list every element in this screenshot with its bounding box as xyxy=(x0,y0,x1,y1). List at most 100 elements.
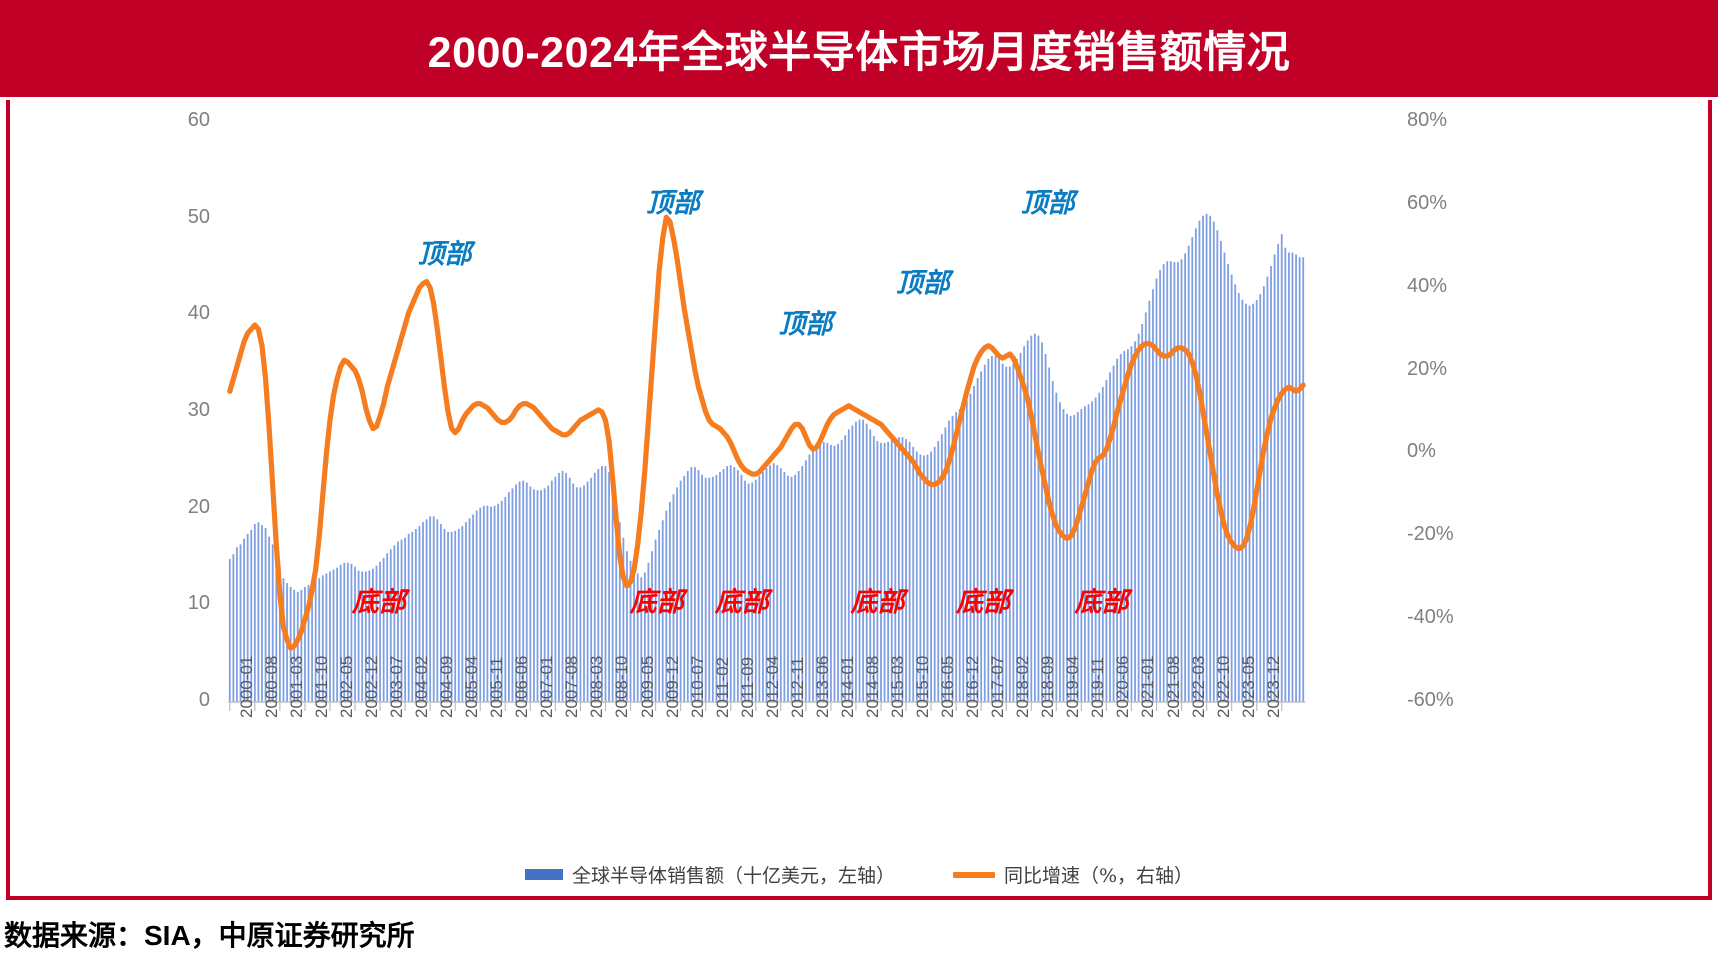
bar xyxy=(887,441,890,702)
bar xyxy=(1259,294,1262,702)
bar xyxy=(1123,351,1126,702)
bar xyxy=(536,490,539,702)
x-axis-tick-label: 2014-01 xyxy=(837,655,857,718)
legend-line-swatch-icon xyxy=(952,871,995,878)
bar xyxy=(1044,354,1047,702)
bar xyxy=(694,467,696,702)
bar xyxy=(443,528,446,702)
bar xyxy=(1155,278,1158,702)
bar xyxy=(361,571,364,702)
bar xyxy=(389,549,392,702)
bar xyxy=(1177,262,1179,702)
legend-label: 同比增速（%，右轴） xyxy=(1003,865,1194,887)
bar xyxy=(1087,404,1090,702)
annotation-bottom-5: 底部 xyxy=(351,587,406,619)
bar xyxy=(228,558,231,702)
bar xyxy=(590,477,593,702)
bar xyxy=(1248,305,1251,702)
bar xyxy=(239,544,242,702)
bar xyxy=(300,589,303,702)
bar xyxy=(329,571,331,702)
bar xyxy=(461,526,464,702)
bar xyxy=(955,412,958,702)
y-axis-right-tick: -20% xyxy=(1407,523,1454,546)
bar xyxy=(1162,264,1165,702)
growth-line xyxy=(227,214,1306,651)
bar xyxy=(622,537,625,702)
bar xyxy=(733,467,736,702)
bar xyxy=(540,490,542,702)
bar xyxy=(665,510,668,702)
bar xyxy=(897,437,900,702)
bar xyxy=(944,427,947,702)
bar xyxy=(318,578,321,702)
bar xyxy=(1130,346,1133,702)
bar xyxy=(983,364,986,702)
bar xyxy=(1245,303,1247,702)
bar xyxy=(643,572,646,702)
bar xyxy=(1273,254,1276,702)
bar xyxy=(468,518,471,702)
bar xyxy=(565,472,568,702)
y-axis-left-tick: 30 xyxy=(187,399,210,421)
x-axis-tick-label: 2012-11 xyxy=(787,656,807,718)
bar xyxy=(278,566,281,702)
chart-frame: 0 10 20 30 40 50 60 -60% -40% -20% 0% 20% 40% 60% 80% 2… xyxy=(6,100,1712,900)
bar xyxy=(490,506,492,702)
bar xyxy=(640,577,643,702)
bar xyxy=(250,529,253,702)
y-axis-right-tick: -60% xyxy=(1407,689,1454,711)
bar xyxy=(1055,392,1058,702)
bar xyxy=(787,475,789,702)
x-axis-tick-label: 2007-01 xyxy=(537,655,557,718)
x-axis-tick-label: 2022-03 xyxy=(1188,655,1208,718)
x-axis-tick-label: 2002-05 xyxy=(336,655,356,718)
bar xyxy=(314,580,317,702)
bar xyxy=(862,419,865,702)
bar xyxy=(336,567,339,702)
bar xyxy=(454,530,457,702)
bar xyxy=(479,507,482,702)
bar xyxy=(679,480,682,702)
bar xyxy=(243,538,245,702)
bar xyxy=(1262,286,1265,702)
bar xyxy=(500,500,503,702)
bar xyxy=(561,470,564,702)
bar xyxy=(690,467,693,702)
bar xyxy=(722,469,725,702)
bar xyxy=(933,446,936,702)
bar xyxy=(626,551,628,702)
y-axis-right-tick: 60% xyxy=(1407,191,1448,214)
y-axis-left-tick: 20 xyxy=(187,495,210,518)
bar xyxy=(636,573,639,702)
bar xyxy=(465,522,467,702)
bar xyxy=(579,487,582,702)
bar xyxy=(844,435,847,702)
bar xyxy=(311,582,313,702)
bar xyxy=(604,466,607,702)
bar xyxy=(533,489,535,702)
bar xyxy=(711,476,714,702)
bar xyxy=(740,474,743,702)
y-axis-right-tick: 0% xyxy=(1407,440,1436,463)
annotation-top-1: 顶部 xyxy=(645,188,700,220)
annotation-top-3: 顶部 xyxy=(895,268,950,300)
bar xyxy=(1048,367,1051,702)
bar xyxy=(719,471,721,702)
bar xyxy=(497,503,500,702)
bar xyxy=(726,466,729,702)
annotation-top-0: 顶部 xyxy=(417,238,472,270)
bar xyxy=(869,429,872,702)
legend-item-0[interactable]: 全球半导体销售额（十亿美元，左轴） xyxy=(524,861,895,888)
bar xyxy=(618,522,621,702)
bar xyxy=(1084,406,1086,702)
annotation-bottom-9: 底部 xyxy=(956,587,1011,619)
bar xyxy=(951,415,954,702)
bar xyxy=(1295,254,1297,702)
bar xyxy=(905,439,907,702)
bar xyxy=(769,465,771,702)
bar xyxy=(908,441,911,702)
legend-item-1[interactable]: 同比增速（%，右轴） xyxy=(952,861,1194,888)
bar xyxy=(1062,409,1065,702)
bar xyxy=(354,566,356,702)
